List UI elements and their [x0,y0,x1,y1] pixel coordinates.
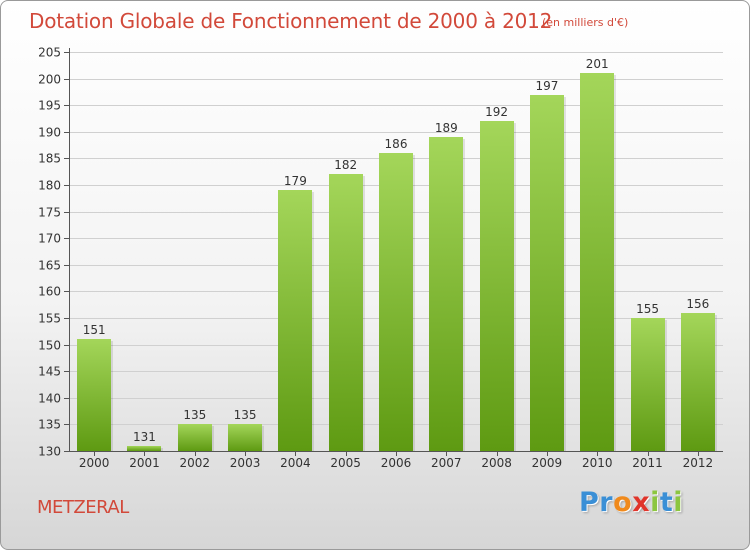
data-label: 179 [284,174,307,188]
x-tick-label: 2001 [129,456,160,470]
data-label: 189 [435,121,458,135]
x-tick-label: 2007 [431,456,462,470]
x-tick-label: 2008 [481,456,512,470]
y-tick-label: 200 [38,73,61,87]
bar-2006 [379,153,413,451]
bar-2003 [228,424,262,451]
data-label: 182 [334,158,357,172]
logo-letter: r [599,487,614,518]
x-tick-label: 2004 [280,456,311,470]
y-tick-label: 185 [38,152,61,166]
y-tick-label: 160 [38,285,61,299]
bar-2009 [530,95,564,451]
logo-letter: i [673,487,684,518]
bar-2004 [278,190,312,451]
y-tick-label: 180 [38,179,61,193]
x-tick-label: 2010 [582,456,613,470]
x-tick-label: 2012 [683,456,714,470]
bar-2010 [580,73,614,451]
y-tick-label: 170 [38,232,61,246]
x-tick-label: 2011 [632,456,663,470]
bar-2007 [429,137,463,451]
data-label: 192 [485,105,508,119]
data-label: 201 [586,57,609,71]
y-tick-label: 190 [38,126,61,140]
x-tick-label: 2006 [381,456,412,470]
data-label: 151 [83,323,106,337]
x-tick-label: 2005 [330,456,361,470]
bar-2000 [77,339,111,451]
data-label: 156 [686,297,709,311]
y-tick-label: 140 [38,392,61,406]
proxiti-logo: Proxiti [579,487,683,518]
bar-2008 [480,121,514,451]
y-tick-label: 175 [38,206,61,220]
data-label: 135 [234,408,257,422]
x-tick-label: 2003 [230,456,261,470]
x-tick-label: 2002 [179,456,210,470]
bar-2002 [178,424,212,451]
y-tick-label: 145 [38,365,61,379]
bar-2012 [681,313,715,451]
logo-letter: P [579,487,600,518]
x-tick-label: 2000 [79,456,110,470]
y-tick-label: 135 [38,418,61,432]
data-label: 155 [636,302,659,316]
chart-unit-note: (en milliers d'€) [542,16,629,29]
x-tick-label: 2009 [532,456,563,470]
logo-letter: i [650,487,660,518]
y-tick-label: 130 [38,445,61,459]
logo-letter: x [632,487,651,518]
logo-letter: o [613,487,633,518]
y-tick-label: 165 [38,259,61,273]
logo-letter: t [659,487,674,518]
data-label: 135 [183,408,206,422]
bar-2001 [127,446,161,451]
y-tick-label: 150 [38,339,61,353]
bar-2005 [329,174,363,451]
chart-title: Dotation Globale de Fonctionnement de 20… [29,9,553,33]
data-label: 197 [535,79,558,93]
y-tick-label: 195 [38,99,61,113]
y-tick-label: 155 [38,312,61,326]
y-tick-label: 205 [38,46,61,60]
data-label: 186 [385,137,408,151]
data-label: 131 [133,430,156,444]
commune-name: METZERAL [37,497,129,518]
bar-2011 [631,318,665,451]
